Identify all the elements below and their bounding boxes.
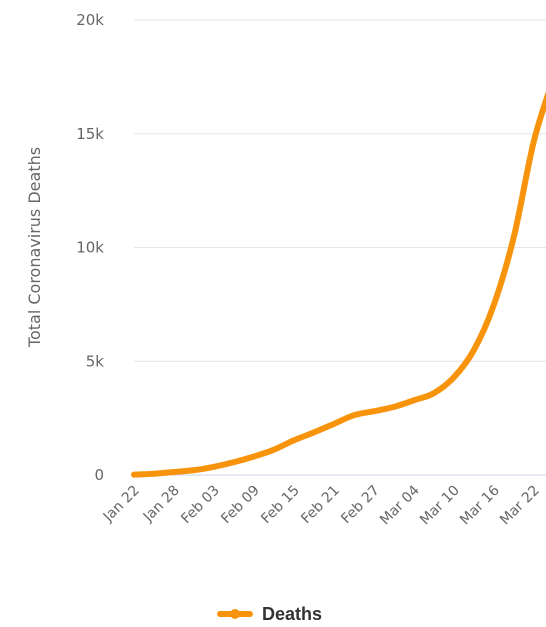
data-point[interactable] bbox=[171, 469, 177, 475]
data-point[interactable] bbox=[191, 467, 197, 473]
y-tick-label: 10k bbox=[76, 239, 104, 257]
x-tick-label: Feb 09 bbox=[218, 483, 263, 528]
x-tick-label: Feb 21 bbox=[298, 483, 343, 528]
x-tick-label: Feb 03 bbox=[178, 483, 223, 528]
y-tick-label: 5k bbox=[86, 352, 105, 370]
y-axis-ticks: 0 5k 10k 15k 20k bbox=[76, 11, 104, 484]
data-point[interactable] bbox=[511, 233, 517, 239]
data-point[interactable] bbox=[151, 471, 157, 477]
data-point[interactable] bbox=[251, 454, 257, 460]
legend-marker-deaths bbox=[230, 609, 240, 619]
data-point[interactable] bbox=[131, 472, 137, 478]
x-tick-label: Mar 04 bbox=[377, 482, 423, 528]
data-point[interactable] bbox=[211, 464, 217, 470]
data-point[interactable] bbox=[351, 412, 357, 418]
y-tick-label: 15k bbox=[76, 125, 104, 143]
data-point[interactable] bbox=[531, 138, 537, 144]
data-point[interactable] bbox=[411, 397, 417, 403]
grid-lines bbox=[134, 19, 546, 476]
data-point[interactable] bbox=[311, 429, 317, 435]
data-point[interactable] bbox=[231, 459, 237, 465]
x-tick-label: Mar 16 bbox=[457, 482, 503, 528]
data-point[interactable] bbox=[451, 374, 457, 380]
data-point[interactable] bbox=[371, 408, 377, 414]
x-tick-label: Mar 22 bbox=[497, 483, 543, 529]
data-point[interactable] bbox=[431, 390, 437, 396]
y-tick-label: 0 bbox=[94, 466, 104, 484]
data-point[interactable] bbox=[291, 437, 297, 443]
legend-label-deaths: Deaths bbox=[262, 604, 322, 624]
x-tick-label: Feb 27 bbox=[338, 483, 383, 528]
legend[interactable]: Deaths bbox=[217, 604, 322, 624]
data-point[interactable] bbox=[331, 421, 337, 427]
data-point[interactable] bbox=[391, 404, 397, 410]
data-point[interactable] bbox=[471, 347, 477, 353]
y-axis-label: Total Coronavirus Deaths bbox=[25, 147, 44, 348]
data-point[interactable] bbox=[491, 301, 497, 307]
x-tick-label: Jan 22 bbox=[100, 483, 143, 526]
x-tick-label: Feb 15 bbox=[258, 483, 303, 528]
x-tick-label: Jan 28 bbox=[140, 483, 183, 526]
data-point[interactable] bbox=[271, 447, 277, 453]
y-tick-label: 20k bbox=[76, 11, 104, 29]
series-layer bbox=[131, 91, 546, 478]
series-line-deaths bbox=[131, 91, 546, 478]
x-tick-label: Mar 10 bbox=[417, 483, 463, 529]
